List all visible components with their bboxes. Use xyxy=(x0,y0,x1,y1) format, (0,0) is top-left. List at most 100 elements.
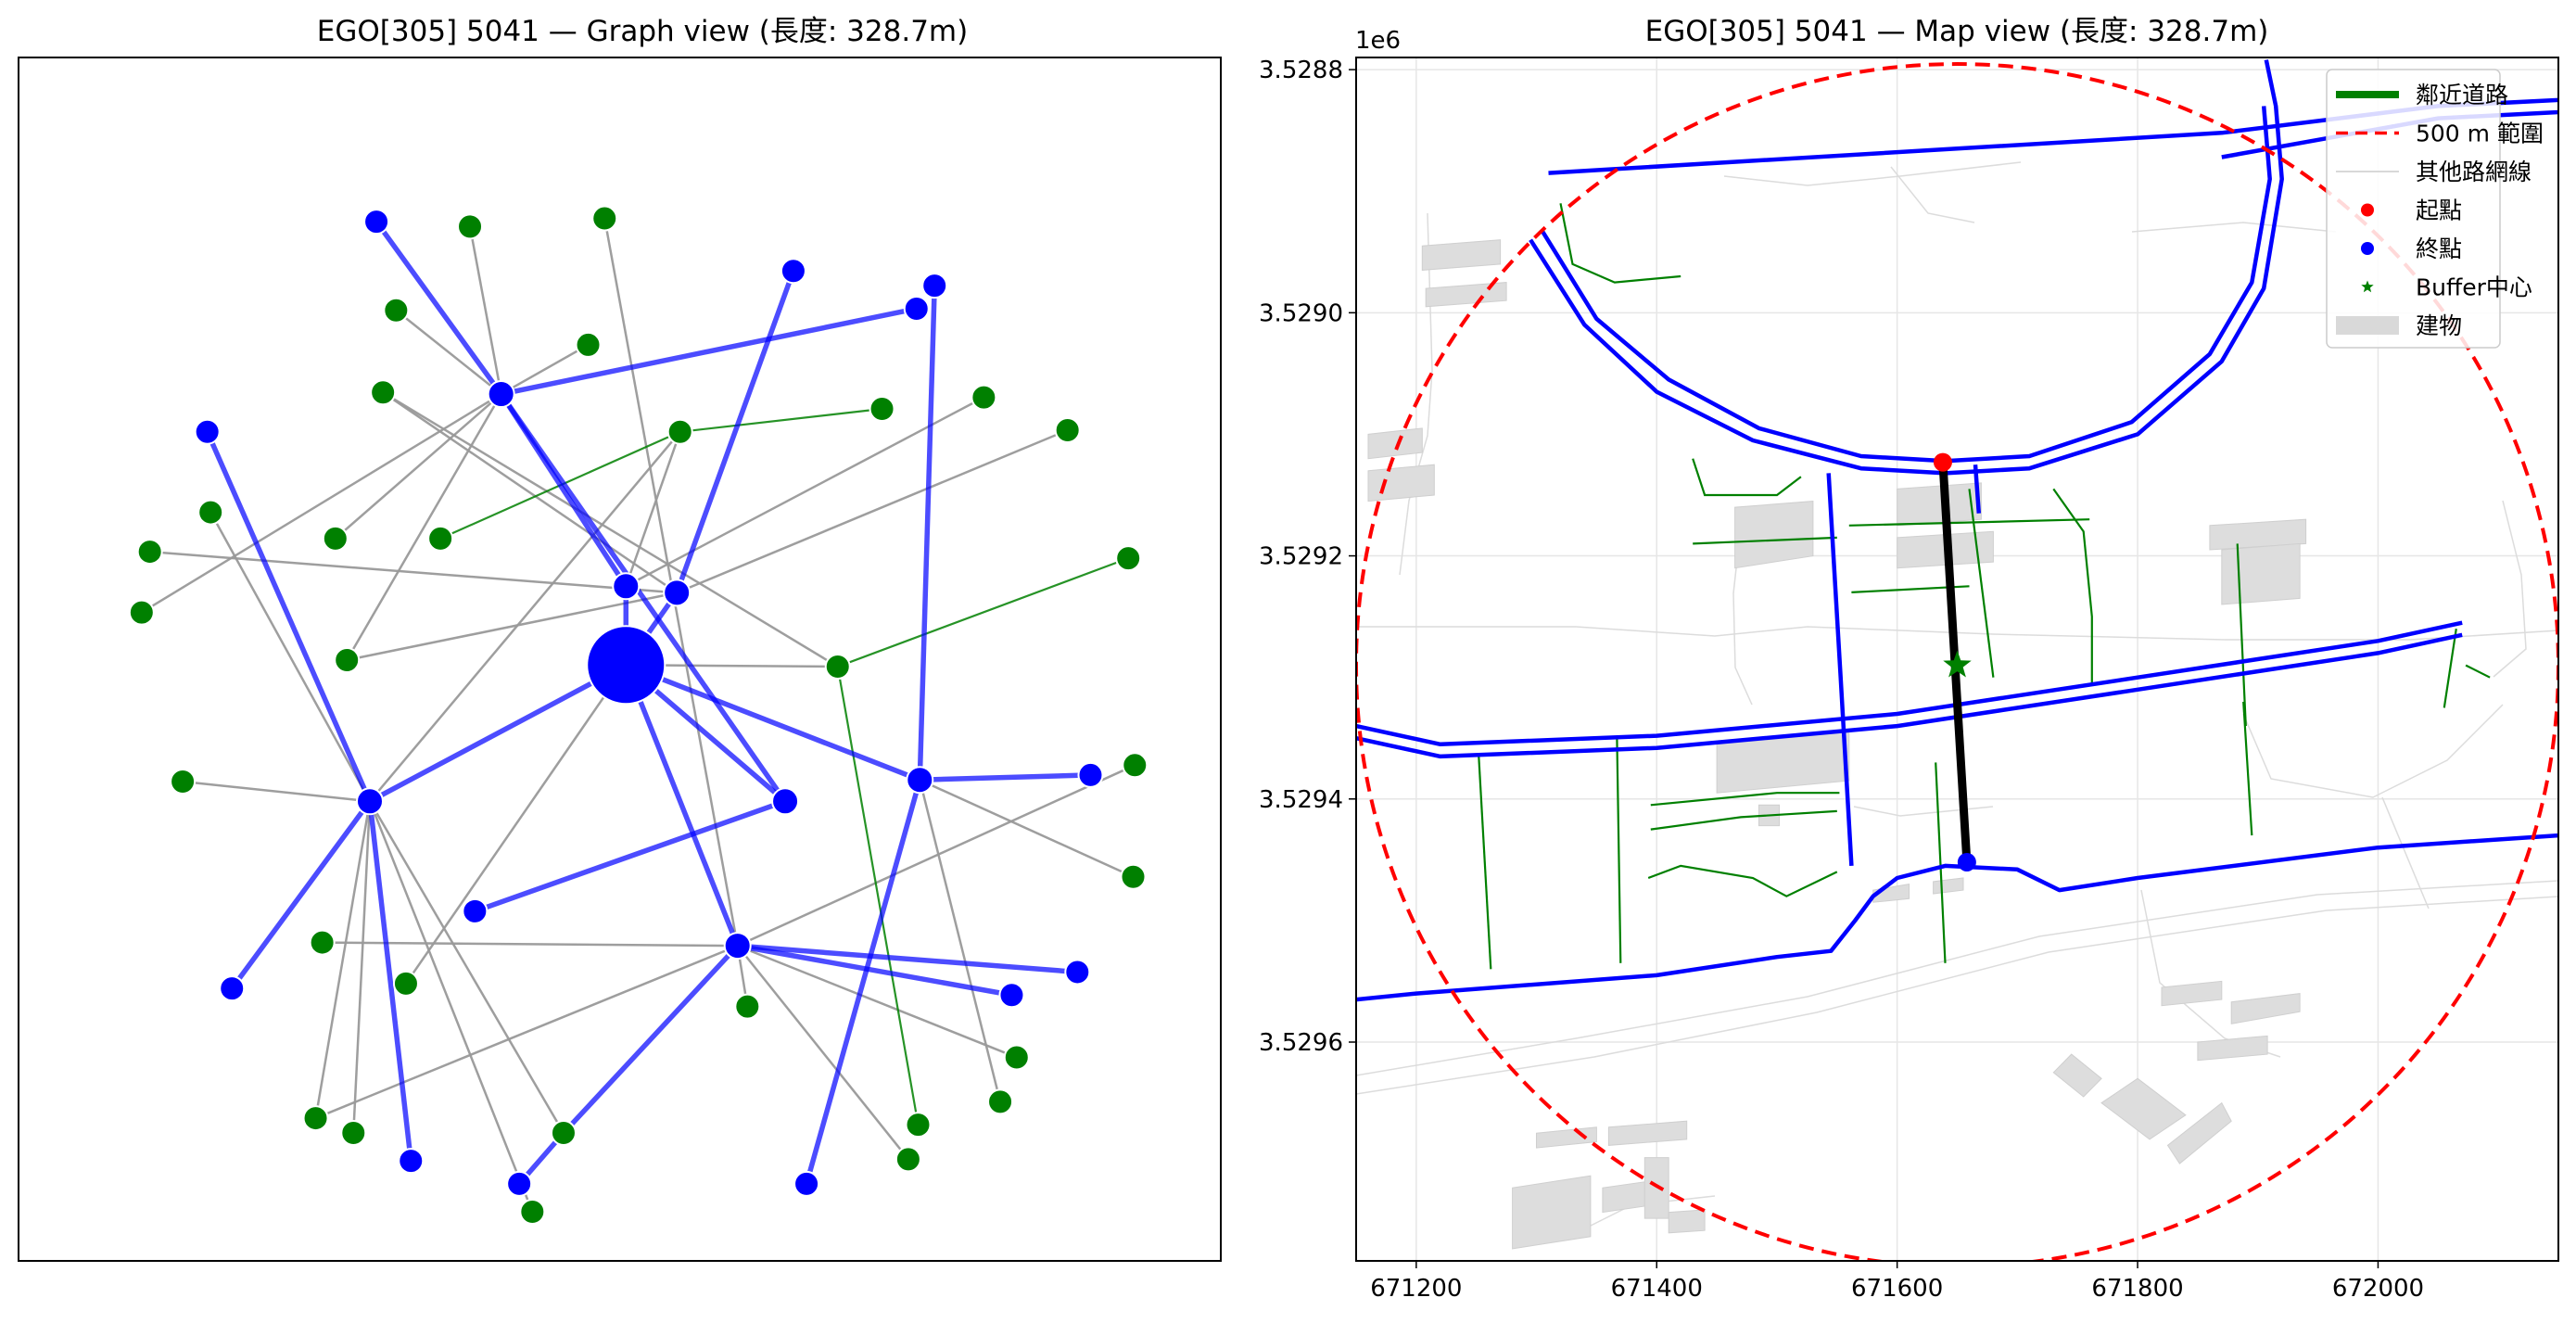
graph-edge-gray xyxy=(395,309,502,396)
graph-edge-gray xyxy=(368,800,534,1213)
graph-node-green xyxy=(591,205,618,232)
graph-view-panel: EGO[305] 5041 — Graph view (長度: 328.7m) xyxy=(18,15,1222,1262)
neighbor-road xyxy=(1693,536,1837,545)
graph-node-green xyxy=(334,646,361,673)
graph-edge-green xyxy=(837,557,1129,668)
graph-node-green xyxy=(136,539,163,566)
neighbor-road xyxy=(1559,203,1681,284)
building xyxy=(2100,1077,2187,1140)
context-road xyxy=(1356,896,2558,1095)
graph-node-blue xyxy=(462,897,489,924)
legend-label: 500 m 範圍 xyxy=(2416,121,2544,147)
graph-edge-gray xyxy=(141,392,502,614)
graph-edge-gray xyxy=(315,944,739,1120)
route-road xyxy=(1529,59,2284,476)
x-tick-label: 671400 xyxy=(1611,1275,1703,1303)
neighbor-road xyxy=(2236,543,2247,727)
graph-edge-gray xyxy=(182,780,371,803)
neighbor-road xyxy=(2443,629,2457,708)
route-road xyxy=(1356,632,2463,759)
graph-node-green xyxy=(392,970,419,997)
graph-node-green xyxy=(1115,545,1142,572)
graph-edge-primary xyxy=(499,392,788,803)
legend-handle-dot xyxy=(2361,242,2374,255)
context-road xyxy=(1890,166,1975,223)
graph-node-blue xyxy=(194,418,221,445)
graph-edge-primary xyxy=(230,799,373,990)
neighbor-road xyxy=(1650,809,1837,831)
graph-node-green xyxy=(340,1120,367,1147)
graph-node-green xyxy=(550,1120,577,1147)
graph-edge-gray xyxy=(352,801,372,1134)
graph-edge-primary xyxy=(561,944,740,1135)
route-road xyxy=(1541,106,2272,464)
graph-node-hub xyxy=(355,787,384,816)
x-tick-label: 671800 xyxy=(2091,1275,2183,1303)
graph-edges xyxy=(141,218,1136,1213)
neighbor-road xyxy=(1616,738,1622,963)
graph-node-hub xyxy=(487,380,515,409)
graph-edge-primary xyxy=(501,306,918,397)
graph-edge-gray xyxy=(736,945,909,1161)
graph-node-green xyxy=(1003,1044,1030,1071)
graph-node-green xyxy=(824,654,851,681)
graph-node-green xyxy=(197,499,224,526)
route-road xyxy=(1973,464,1982,514)
y-tick-label: 3.5292 xyxy=(1259,543,1343,571)
building xyxy=(1367,464,1435,502)
map-view-panel: EGO[305] 5041 — Map view (長度: 328.7m) 1e… xyxy=(1259,15,2559,1303)
graph-node-green xyxy=(457,213,484,240)
context-road xyxy=(2131,222,2337,233)
y-tick-label: 3.5296 xyxy=(1259,1029,1343,1057)
buffer-500m-circle xyxy=(1356,62,2558,1261)
legend-box xyxy=(2326,69,2501,349)
graph-node-blue xyxy=(903,295,930,322)
graph-edge-gray xyxy=(501,343,590,396)
graph-node-blue xyxy=(780,258,806,285)
neighbor-road xyxy=(1478,756,1492,970)
graph-edge-green xyxy=(679,407,882,433)
neighbor-road xyxy=(1848,518,2090,527)
neighbor-road xyxy=(1968,489,1995,678)
map-view-title: EGO[305] 5041 — Map view (長度: 328.7m) xyxy=(1645,15,2269,48)
building xyxy=(1425,282,1507,308)
graph-edge-gray xyxy=(382,391,678,594)
building xyxy=(2166,1101,2232,1164)
graph-node-blue xyxy=(219,975,246,1002)
graph-edge-primary xyxy=(205,430,373,803)
graph-edge-gray xyxy=(346,393,502,661)
graph-node-green xyxy=(309,929,336,956)
graph-edge-gray xyxy=(919,779,1002,1102)
graph-node-green xyxy=(987,1088,1014,1115)
graph-node-blue xyxy=(1077,761,1104,788)
graph-node-blue xyxy=(363,209,390,235)
graph-node-green xyxy=(1122,752,1148,779)
graph-edge-gray xyxy=(368,800,565,1134)
graph-edge-gray xyxy=(625,396,984,588)
legend-label: 建物 xyxy=(2416,312,2462,339)
graph-edge-gray xyxy=(919,779,1135,878)
graph-node-green xyxy=(128,599,155,626)
building xyxy=(2230,993,2301,1024)
neighbor-road xyxy=(1647,864,1838,897)
graph-node-hub xyxy=(663,579,692,607)
graph-node-blue xyxy=(998,982,1025,1009)
context-road xyxy=(2493,500,2527,678)
graph-node-green xyxy=(1120,863,1147,890)
buildings xyxy=(1367,239,2307,1250)
graph-edge-primary xyxy=(623,664,741,948)
graph-node-green xyxy=(370,379,397,406)
building xyxy=(2197,1035,2268,1062)
legend-label: Buffer中心 xyxy=(2416,274,2532,301)
buffer-center-star xyxy=(1943,650,1972,678)
legend-label: 終點 xyxy=(2416,235,2462,262)
route-road xyxy=(1826,473,1854,867)
neighbor-road xyxy=(2465,664,2491,679)
building xyxy=(1367,427,1423,460)
graph-nodes xyxy=(128,205,1148,1226)
graph-edge-gray xyxy=(404,664,628,985)
neighbor-road xyxy=(1650,792,1840,807)
building xyxy=(2052,1053,2102,1098)
building xyxy=(2221,542,2301,605)
